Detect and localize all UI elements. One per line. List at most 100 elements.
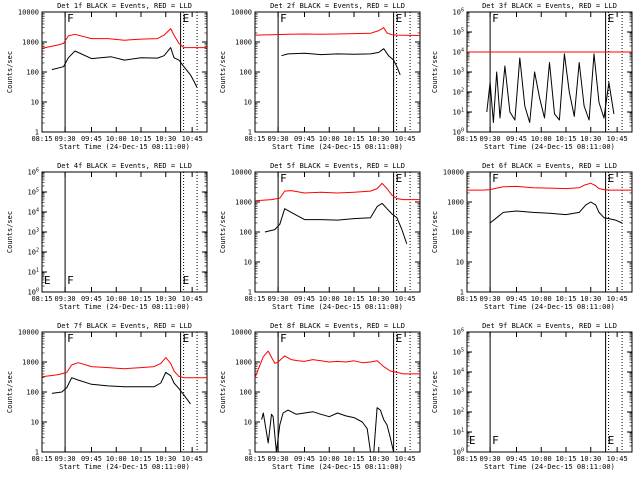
x-tick-label: 10:30 [155, 135, 176, 143]
x-tick-label: 10:45 [607, 455, 628, 463]
chart-panel-7: Det 7f BLACK = Events, RED = LLD 1 10 100 10… [6, 322, 208, 471]
x-tick-label: 10:45 [182, 295, 203, 303]
y-tick-label: 102 [453, 408, 464, 417]
marker-label-f: F [280, 332, 287, 345]
y-tick-label: 100 [239, 69, 252, 77]
y-tick-label: 104 [28, 208, 39, 217]
y-tick-label: 101 [28, 268, 39, 277]
x-tick-label: 10:45 [182, 135, 203, 143]
x-tick-label: 09:30 [268, 455, 289, 463]
y-tick-label: 106 [453, 328, 464, 337]
x-tick-label: 10:15 [343, 135, 364, 143]
x-tick-label: 08:15 [456, 455, 477, 463]
y-tick-label: 1000 [22, 39, 39, 47]
x-tick-label: 10:00 [319, 455, 340, 463]
y-tick-label: 1000 [235, 359, 252, 367]
x-tick-label: 09:45 [81, 455, 102, 463]
y-tick-label: 10000 [18, 329, 39, 337]
y-tick-label: 1 [248, 449, 252, 457]
y-tick-label: 10 [31, 419, 39, 427]
y-tick-label: 105 [453, 28, 464, 37]
y-tick-label: 105 [28, 188, 39, 197]
chart-title: Det 3f BLACK = Events, RED = LLD [482, 2, 617, 10]
series-events-line [486, 53, 615, 123]
x-axis-title: Start Time (24-Dec-15 08:11:00) [484, 463, 615, 471]
y-tick-label: 10 [244, 259, 252, 267]
x-tick-label: 10:00 [319, 135, 340, 143]
x-tick-label: 09:45 [294, 135, 315, 143]
chart-title: Det 2f BLACK = Events, RED = LLD [270, 2, 405, 10]
plot-frame [41, 11, 208, 133]
y-tick-label: 104 [453, 48, 464, 57]
x-tick-label: 10:15 [555, 455, 576, 463]
x-tick-label: 08:15 [31, 135, 52, 143]
y-tick-label: 101 [453, 108, 464, 117]
x-tick-label: 10:00 [106, 455, 127, 463]
x-tick-label: 10:45 [182, 455, 203, 463]
x-tick-label: 08:15 [244, 135, 265, 143]
y-tick-label: 100 [239, 229, 252, 237]
x-tick-label: 10:00 [531, 135, 552, 143]
plot-frame [41, 331, 208, 453]
y-tick-label: 1 [248, 289, 252, 297]
y-tick-label: 100 [26, 69, 39, 77]
y-tick-label: 10000 [231, 329, 252, 337]
y-axis-title: Counts/sec [6, 51, 14, 93]
x-tick-label: 09:45 [294, 295, 315, 303]
x-tick-label: 10:15 [555, 295, 576, 303]
series-lld-line [41, 28, 207, 49]
marker-label-e: E [183, 12, 190, 25]
x-tick-label: 10:45 [395, 455, 416, 463]
series-events-line [281, 48, 401, 76]
y-tick-label: 1000 [235, 39, 252, 47]
x-axis-title: Start Time (24-Dec-15 08:11:00) [272, 143, 403, 151]
y-tick-label: 10000 [231, 9, 252, 17]
series-lld-line [41, 357, 207, 379]
x-tick-label: 09:30 [268, 135, 289, 143]
marker-label-e: E [608, 12, 615, 25]
series-events-line [489, 201, 623, 224]
y-tick-label: 106 [453, 8, 464, 17]
x-tick-label: 10:30 [155, 455, 176, 463]
y-tick-label: 105 [453, 348, 464, 357]
y-axis-title: Counts/sec [219, 371, 227, 413]
chart-panel-1: Det 1f BLACK = Events, RED = LLD 1 10 100 10… [6, 2, 208, 151]
x-tick-label: 09:30 [480, 135, 501, 143]
x-tick-label: 10:30 [580, 455, 601, 463]
y-tick-label: 10 [244, 419, 252, 427]
x-tick-label: 10:15 [343, 295, 364, 303]
plot-frame [254, 11, 421, 133]
x-tick-label: 10:30 [368, 455, 389, 463]
x-tick-label: 10:45 [395, 295, 416, 303]
marker-label-f: F [492, 434, 499, 447]
x-tick-label: 10:15 [130, 295, 151, 303]
chart-panel-5: Det 5f BLACK = Events, RED = LLD 1 10 100 10… [219, 162, 421, 311]
y-tick-label: 1 [248, 129, 252, 137]
x-tick-label: 09:45 [506, 135, 527, 143]
x-tick-label: 09:30 [55, 135, 76, 143]
series-events-line [51, 371, 191, 405]
y-tick-label: 1000 [447, 199, 464, 207]
x-tick-label: 09:30 [480, 295, 501, 303]
y-axis-title: Counts/sec [219, 51, 227, 93]
x-tick-label: 10:30 [580, 135, 601, 143]
y-tick-label: 10 [31, 99, 39, 107]
x-tick-label: 10:30 [155, 295, 176, 303]
marker-label-e: E [396, 12, 403, 25]
x-tick-label: 10:00 [106, 295, 127, 303]
y-tick-label: 103 [28, 228, 39, 237]
x-axis-title: Start Time (24-Dec-15 08:11:00) [484, 143, 615, 151]
x-tick-label: 09:45 [506, 295, 527, 303]
y-tick-label: 106 [28, 168, 39, 177]
marker-label-e: E [183, 332, 190, 345]
y-tick-label: 1000 [235, 199, 252, 207]
x-axis-title: Start Time (24-Dec-15 08:11:00) [484, 303, 615, 311]
x-tick-label: 09:45 [81, 135, 102, 143]
marker-label-f: F [280, 12, 287, 25]
y-tick-label: 100 [453, 448, 464, 457]
chart-panel-4: Det 4f BLACK = Events, RED = LLD 100 101 10… [6, 162, 208, 311]
x-tick-label: 08:15 [31, 455, 52, 463]
y-axis-title: Counts/sec [219, 211, 227, 253]
x-tick-label: 10:45 [607, 295, 628, 303]
x-tick-label: 10:30 [580, 295, 601, 303]
